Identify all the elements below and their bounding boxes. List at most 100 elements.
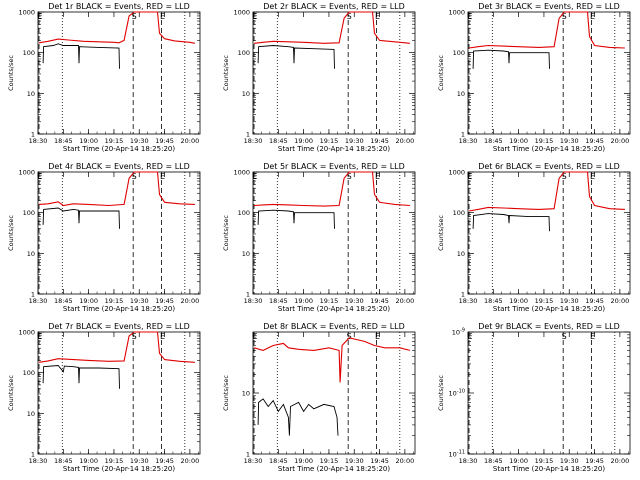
y-tick-label: 100 — [23, 369, 35, 377]
marker-label: E — [467, 172, 472, 181]
y-tick-label: 100 — [453, 209, 465, 217]
x-tick-label: 18:30 — [459, 457, 478, 465]
y-tick-label: 10 — [27, 410, 35, 418]
marker-label: S — [562, 172, 567, 181]
x-tick-label: 19:30 — [560, 297, 579, 305]
x-tick-label: 19:00 — [294, 457, 313, 465]
y-tick-label: 1 — [461, 131, 465, 139]
panel-2: Det 2r BLACK = Events, RED = LLD 1 10 100 10… — [222, 2, 416, 153]
y-axis-label: Counts/sec — [437, 375, 445, 411]
lld-series-line — [38, 331, 195, 363]
marker-label: E — [37, 12, 42, 21]
panel-4: Det 4r BLACK = Events, RED = LLD 1 10 100 10… — [7, 162, 201, 313]
x-tick-label: 19:30 — [130, 137, 149, 145]
y-tick-label: 1 — [246, 131, 250, 139]
x-tick-label: 19:45 — [370, 137, 389, 145]
x-tick-label: 19:15 — [320, 297, 339, 305]
x-tick-label: 20:00 — [396, 137, 415, 145]
x-tick-label: 19:00 — [79, 137, 98, 145]
marker-label: E — [375, 12, 380, 21]
x-tick-label: 20:00 — [611, 457, 630, 465]
x-axis-label: Start Time (20-Apr-14 18:25:20) — [63, 305, 175, 313]
marker-label: E — [375, 172, 380, 181]
marker-label: S — [347, 172, 352, 181]
marker-label: E — [160, 172, 165, 181]
y-tick-label: 100 — [238, 49, 250, 57]
x-tick-label: 19:30 — [345, 137, 364, 145]
y-tick-label: 1000 — [448, 9, 465, 17]
lld-series-line — [468, 11, 625, 49]
y-axis-label: Counts/sec — [7, 55, 15, 91]
lld-series-line — [253, 337, 411, 383]
x-axis-label: Start Time (20-Apr-14 18:25:20) — [493, 145, 605, 153]
x-tick-label: 19:45 — [155, 297, 174, 305]
marker-label: S — [132, 332, 137, 341]
x-tick-label: 19:00 — [79, 297, 98, 305]
marker-label: E — [37, 172, 42, 181]
plot-frame — [37, 331, 201, 455]
x-tick-label: 20:00 — [181, 457, 200, 465]
x-tick-label: 20:00 — [611, 137, 630, 145]
events-series-line — [472, 213, 550, 232]
x-tick-label: 18:30 — [244, 297, 263, 305]
y-tick-label: 1 — [246, 291, 250, 299]
panel-title: Det 1r BLACK = Events, RED = LLD — [48, 2, 190, 11]
marker-label: E — [375, 332, 380, 341]
events-series-line — [42, 43, 120, 69]
x-tick-label: 18:45 — [484, 457, 503, 465]
y-axis-label: Counts/sec — [222, 375, 230, 411]
y-tick-label: 1 — [461, 291, 465, 299]
x-tick-label: 19:45 — [155, 457, 174, 465]
x-tick-label: 19:45 — [585, 457, 604, 465]
y-tick-label: 1 — [31, 451, 35, 459]
panel-9: Det 9r BLACK = Events, RED = LLD 10-11 10-… — [437, 322, 631, 473]
x-tick-label: 19:45 — [585, 297, 604, 305]
y-tick-label: 100 — [23, 209, 35, 217]
panel-5: Det 5r BLACK = Events, RED = LLD 1 10 100 10… — [222, 162, 416, 313]
x-tick-label: 19:45 — [155, 137, 174, 145]
x-tick-label: 18:30 — [244, 457, 263, 465]
x-tick-label: 19:15 — [535, 137, 554, 145]
x-axis-label: Start Time (20-Apr-14 18:25:20) — [278, 305, 390, 313]
x-tick-label: 18:30 — [244, 137, 263, 145]
x-tick-label: 19:00 — [294, 297, 313, 305]
y-tick-label: 10-10 — [449, 389, 465, 398]
y-tick-label: 1000 — [448, 169, 465, 177]
y-tick-label: 1 — [246, 451, 250, 459]
plot-frame — [252, 11, 416, 135]
x-tick-label: 18:45 — [54, 137, 73, 145]
y-tick-label: 10 — [27, 90, 35, 98]
x-tick-label: 20:00 — [396, 297, 415, 305]
y-tick-label: 10 — [242, 250, 250, 258]
x-tick-label: 18:45 — [484, 297, 503, 305]
x-axis-label: Start Time (20-Apr-14 18:25:20) — [278, 145, 390, 153]
x-tick-label: 19:45 — [585, 137, 604, 145]
panel-6: Det 6r BLACK = Events, RED = LLD 1 10 100 10… — [437, 162, 631, 313]
marker-label: S — [132, 12, 137, 21]
marker-label: E — [252, 12, 257, 21]
marker-label: S — [347, 12, 352, 21]
x-tick-label: 19:15 — [320, 137, 339, 145]
y-axis-label: Counts/sec — [222, 55, 230, 91]
marker-label: S — [347, 332, 352, 341]
events-series-line — [257, 45, 335, 69]
x-tick-label: 19:15 — [105, 137, 124, 145]
panel-title: Det 3r BLACK = Events, RED = LLD — [478, 2, 620, 11]
x-tick-label: 20:00 — [181, 137, 200, 145]
x-tick-label: 19:00 — [294, 137, 313, 145]
plot-frame — [467, 11, 631, 135]
plot-frame — [252, 171, 416, 295]
y-axis-label: Counts/sec — [437, 215, 445, 251]
y-tick-label: 1 — [31, 131, 35, 139]
x-tick-label: 20:00 — [396, 457, 415, 465]
x-tick-label: 19:45 — [370, 457, 389, 465]
lld-series-line — [38, 171, 195, 207]
panel-title: Det 8r BLACK = Events, RED = LLD — [263, 322, 405, 331]
panel-title: Det 4r BLACK = Events, RED = LLD — [48, 162, 190, 171]
x-tick-label: 18:45 — [269, 457, 288, 465]
panel-7: Det 7r BLACK = Events, RED = LLD 1 10 100 10… — [7, 322, 201, 473]
events-series-line — [42, 207, 120, 229]
marker-label: E — [467, 332, 472, 341]
panel-title: Det 6r BLACK = Events, RED = LLD — [478, 162, 620, 171]
